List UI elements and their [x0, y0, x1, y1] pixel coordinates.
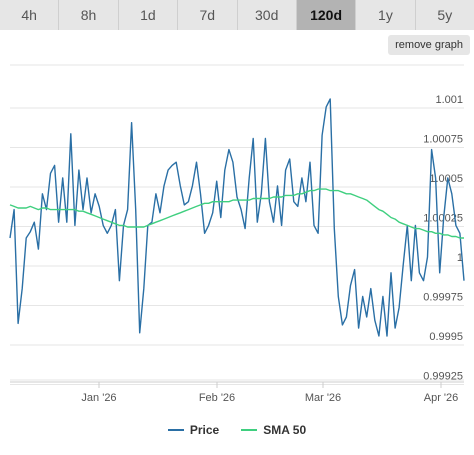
sma-series-line [9, 188, 464, 239]
chart-legend: Price SMA 50 [0, 420, 474, 440]
tab-1y[interactable]: 1y [356, 0, 416, 30]
tab-7d[interactable]: 7d [178, 0, 238, 30]
tab-30d[interactable]: 30d [238, 0, 297, 30]
y-tick-label: 0.99975 [423, 292, 463, 304]
chart-series [9, 98, 465, 337]
price-swatch-icon [167, 429, 184, 431]
x-tick-label: Apr '26 [424, 392, 459, 404]
range-tabs: 4h 8h 1d 7d 30d 120d 1y 5y [0, 0, 474, 30]
legend-price-label: Price [189, 423, 220, 437]
legend-sma-label: SMA 50 [263, 423, 307, 437]
chart-grid [10, 64, 464, 385]
sma-swatch-icon [241, 429, 258, 431]
y-tick-label: 1 [457, 252, 463, 264]
x-tick-label: Mar '26 [305, 392, 341, 404]
price-series-line [9, 98, 465, 337]
y-tick-label: 1.001 [435, 94, 463, 106]
legend-item-price[interactable]: Price [167, 423, 220, 437]
y-tick-label: 0.9995 [429, 331, 463, 343]
x-axis: Jan '26 Feb '26 Mar '26 Apr '26 [10, 381, 464, 404]
tab-1d[interactable]: 1d [119, 0, 179, 30]
y-axis: 0.999250.99950.9997511.000251.00051.0007… [423, 94, 463, 383]
tab-4h[interactable]: 4h [0, 0, 60, 30]
tab-8h[interactable]: 8h [59, 0, 119, 30]
y-tick-label: 0.99925 [423, 371, 463, 383]
legend-item-sma[interactable]: SMA 50 [241, 423, 306, 437]
x-tick-label: Feb '26 [199, 392, 235, 404]
tab-5y[interactable]: 5y [437, 7, 453, 23]
y-tick-label: 1.00075 [423, 134, 463, 146]
tab-120d[interactable]: 120d [296, 0, 357, 30]
y-tick-label: 1.0005 [429, 173, 463, 185]
price-chart: 0.999250.99950.9997511.000251.00051.0007… [9, 64, 465, 404]
remove-graph-button[interactable]: remove graph [388, 35, 470, 55]
x-tick-label: Jan '26 [81, 392, 116, 404]
